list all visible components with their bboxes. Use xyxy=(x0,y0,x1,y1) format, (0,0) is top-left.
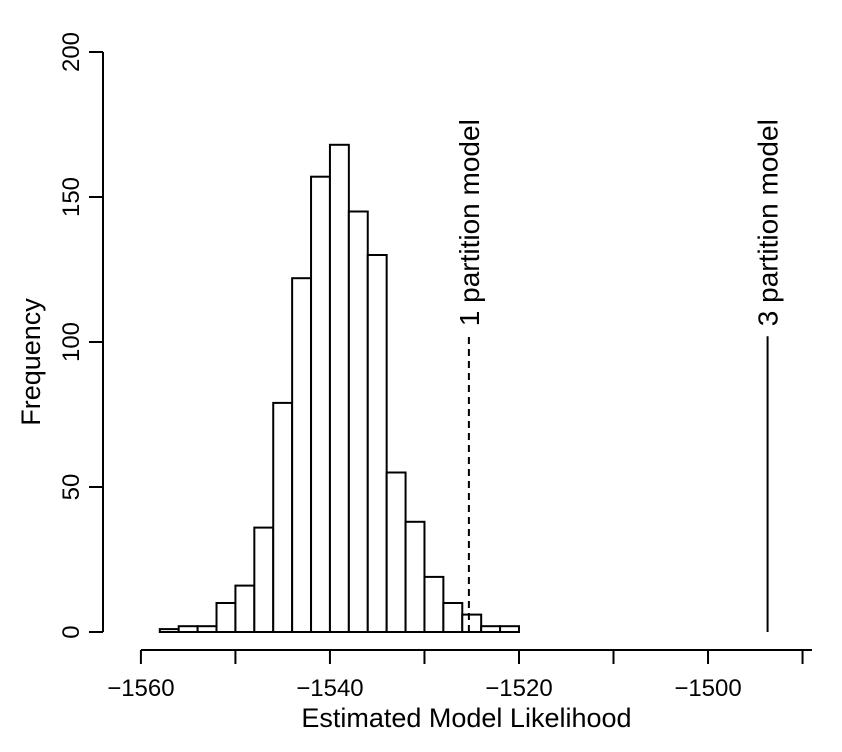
histogram-bar xyxy=(366,254,388,633)
histogram-bar xyxy=(423,575,445,634)
y-axis-ticks: 0 50 100 150 200 xyxy=(58,32,103,639)
histogram-bar xyxy=(461,613,483,633)
histogram-bar xyxy=(291,277,313,633)
x-tick-label: −1500 xyxy=(674,675,741,702)
histogram-bar xyxy=(234,584,256,633)
histogram-bar xyxy=(442,602,464,633)
y-tick-label: 50 xyxy=(58,474,85,501)
x-tick-label: −1560 xyxy=(107,675,174,702)
x-tick-label: −1540 xyxy=(296,675,363,702)
histogram-bar xyxy=(328,143,350,634)
histogram-bar xyxy=(404,520,426,633)
y-axis-title: Frequency xyxy=(16,298,46,426)
histogram-bar xyxy=(253,526,275,633)
histogram-bar xyxy=(480,625,502,634)
y-tick-label: 150 xyxy=(58,177,85,217)
y-tick-label: 0 xyxy=(58,625,85,638)
histogram-bars xyxy=(158,143,520,634)
annotation-lines: 1 partition model 3 partition model xyxy=(454,119,784,632)
y-tick-label: 200 xyxy=(58,32,85,72)
histogram-bar xyxy=(499,625,520,634)
x-tick-label: −1520 xyxy=(485,675,552,702)
annotation-label: 3 partition model xyxy=(753,119,784,326)
axes: −1560 −1540 −1520 −1500 0 50 100 150 200 xyxy=(58,32,812,702)
x-axis-title: Estimated Model Likelihood xyxy=(301,703,631,733)
x-axis-ticks: −1560 −1540 −1520 −1500 xyxy=(107,650,804,702)
histogram-bar xyxy=(310,175,331,633)
y-tick-label: 100 xyxy=(58,322,85,362)
histogram-bar xyxy=(272,401,294,633)
histogram-bar xyxy=(158,628,180,633)
histogram-bar xyxy=(215,602,237,633)
histogram-bar xyxy=(385,471,407,633)
histogram-bar xyxy=(347,210,369,633)
histogram-bar xyxy=(196,625,218,634)
histogram-bar xyxy=(177,625,199,634)
annotation-label: 1 partition model xyxy=(454,119,485,326)
